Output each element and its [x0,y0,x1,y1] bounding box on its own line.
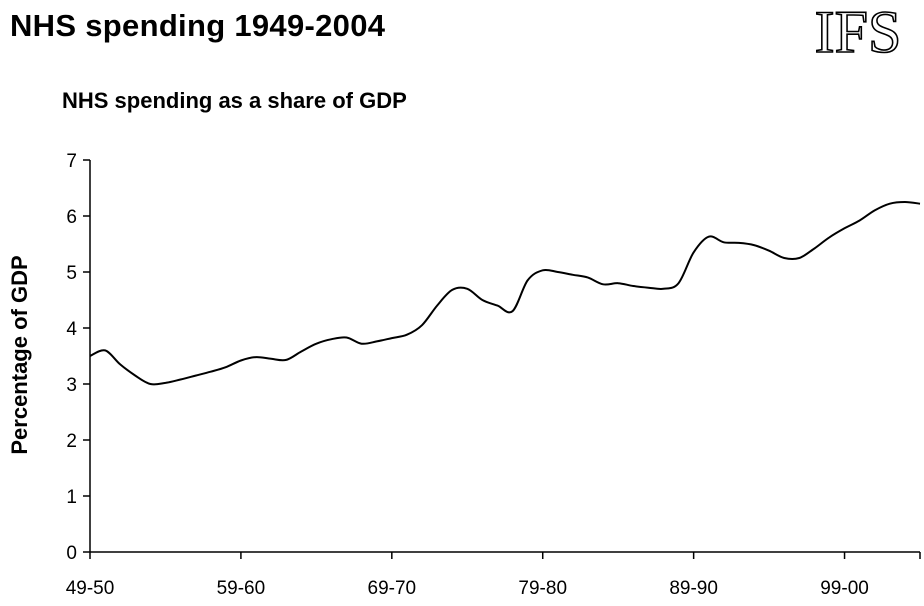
x-axis: 49-50 59-60 69-70 79-80 89-90 99-00 [66,551,921,599]
page-title: NHS spending 1949-2004 [10,8,386,43]
series-line [89,201,921,386]
x-tick-label: 49-50 [66,578,115,599]
y-tick-label: 7 [66,151,77,172]
y-tick-label: 0 [66,543,77,564]
x-tick-label: 89-90 [669,578,718,599]
y-tick-label: 4 [66,319,77,340]
chart-title: NHS spending as a share of GDP [62,88,407,113]
x-tick-label: 99-00 [820,578,869,599]
series-group [89,201,921,386]
y-tick-label: 1 [66,487,77,508]
ifs-logo-text: IFS [815,0,902,60]
ifs-logo: IFS [814,0,902,60]
x-tick-label: 79-80 [518,578,567,599]
y-axis: 0 1 2 3 4 5 6 7 [66,151,91,564]
y-tick-label: 3 [66,375,77,396]
y-tick-label: 2 [66,431,77,452]
y-axis-label: Percentage of GDP [7,255,32,454]
x-tick-label: 59-60 [217,578,266,599]
y-tick-label: 6 [66,207,77,228]
y-tick-label: 5 [66,263,77,284]
x-tick-label: 69-70 [368,578,417,599]
